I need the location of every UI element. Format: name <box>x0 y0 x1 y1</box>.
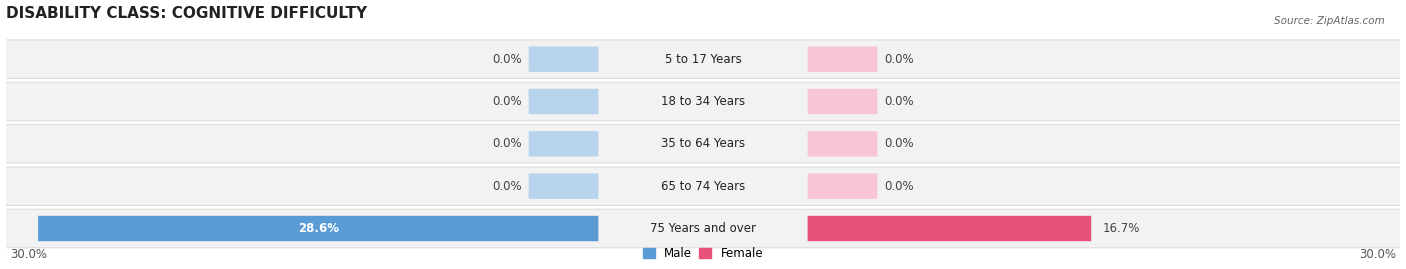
Text: 0.0%: 0.0% <box>492 95 522 108</box>
FancyBboxPatch shape <box>529 174 599 199</box>
FancyBboxPatch shape <box>807 47 877 72</box>
FancyBboxPatch shape <box>529 89 599 114</box>
FancyBboxPatch shape <box>0 167 1406 206</box>
FancyBboxPatch shape <box>0 82 1406 121</box>
FancyBboxPatch shape <box>807 216 1091 241</box>
Text: 18 to 34 Years: 18 to 34 Years <box>661 95 745 108</box>
Text: 0.0%: 0.0% <box>884 53 914 66</box>
Text: 0.0%: 0.0% <box>492 180 522 193</box>
Text: 35 to 64 Years: 35 to 64 Years <box>661 137 745 150</box>
Text: 0.0%: 0.0% <box>492 53 522 66</box>
FancyBboxPatch shape <box>529 47 599 72</box>
Text: 0.0%: 0.0% <box>492 137 522 150</box>
Text: 5 to 17 Years: 5 to 17 Years <box>665 53 741 66</box>
FancyBboxPatch shape <box>807 131 877 157</box>
Text: 0.0%: 0.0% <box>884 95 914 108</box>
FancyBboxPatch shape <box>0 40 1406 79</box>
FancyBboxPatch shape <box>38 216 599 241</box>
Text: 28.6%: 28.6% <box>298 222 339 235</box>
Text: 65 to 74 Years: 65 to 74 Years <box>661 180 745 193</box>
FancyBboxPatch shape <box>0 209 1406 248</box>
Text: 30.0%: 30.0% <box>10 248 48 261</box>
FancyBboxPatch shape <box>807 89 877 114</box>
FancyBboxPatch shape <box>0 125 1406 163</box>
Legend: Male, Female: Male, Female <box>638 242 768 265</box>
Text: 30.0%: 30.0% <box>1358 248 1396 261</box>
Text: 0.0%: 0.0% <box>884 137 914 150</box>
Text: DISABILITY CLASS: COGNITIVE DIFFICULTY: DISABILITY CLASS: COGNITIVE DIFFICULTY <box>6 6 367 20</box>
Text: Source: ZipAtlas.com: Source: ZipAtlas.com <box>1274 16 1385 26</box>
FancyBboxPatch shape <box>529 131 599 157</box>
FancyBboxPatch shape <box>807 174 877 199</box>
Text: 75 Years and over: 75 Years and over <box>650 222 756 235</box>
Text: 16.7%: 16.7% <box>1102 222 1140 235</box>
Text: 0.0%: 0.0% <box>884 180 914 193</box>
